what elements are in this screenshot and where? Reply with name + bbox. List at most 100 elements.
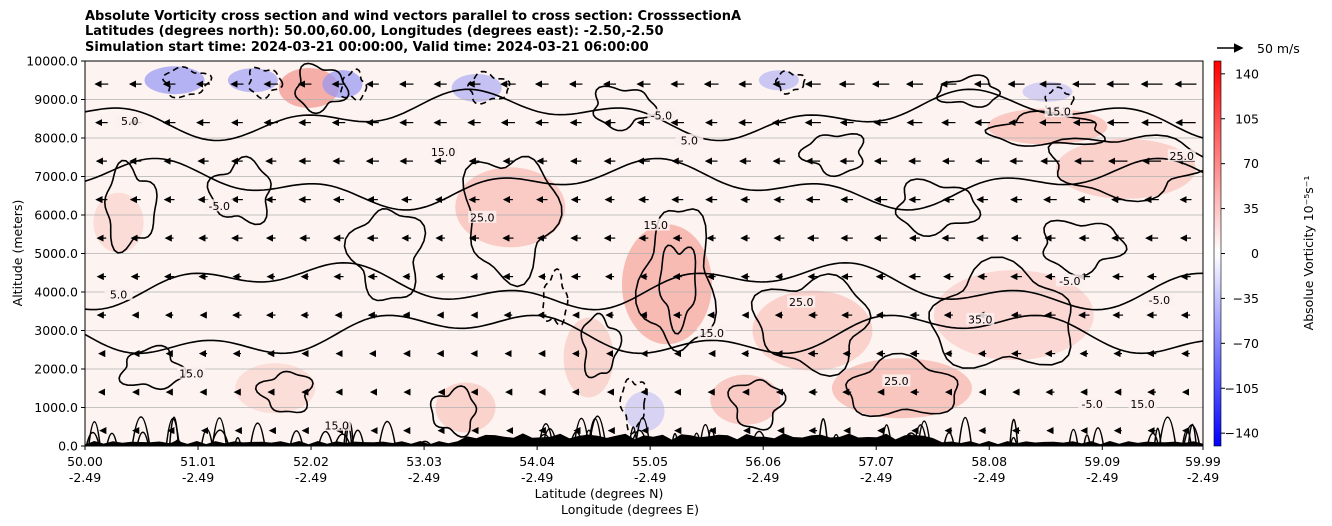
- colorbar-tick-label: 35: [1243, 201, 1259, 216]
- surface-contour: [1091, 427, 1105, 446]
- x-tick-label-lat: 58.08: [971, 454, 1007, 469]
- contour-positive: [294, 62, 350, 115]
- surface-contour: [1153, 427, 1162, 446]
- quiver-key: 50 m/s: [1217, 41, 1300, 56]
- title-line-1: Absolute Vorticity cross section and win…: [85, 9, 742, 24]
- contour-label: 35.0: [968, 313, 993, 326]
- x-axis-label-lon: Longitude (degrees E): [561, 502, 699, 517]
- y-tick-label: 10000.0: [26, 54, 78, 69]
- vorticity-blob: [144, 66, 205, 95]
- surface-contour: [1068, 428, 1079, 446]
- contour-label: -5.0: [651, 109, 672, 122]
- contour-label-bg: [115, 114, 144, 127]
- contour-negative: [339, 68, 368, 102]
- x-tick-label-lon: -2.49: [747, 470, 779, 485]
- contour-label-bg: [787, 295, 816, 308]
- x-tick-label-lon: -2.49: [634, 470, 666, 485]
- quiver-key-label: 50 m/s: [1257, 41, 1300, 56]
- vorticity-blob: [710, 374, 781, 425]
- colorbar-tick-label: 0: [1251, 246, 1259, 261]
- colorbar-tick-label: −105: [1225, 381, 1259, 396]
- contour-label: 15.0: [644, 219, 669, 232]
- terrain: [85, 433, 1203, 446]
- vorticity-blob: [278, 67, 339, 108]
- vorticity-blob: [1055, 138, 1196, 199]
- contour-label-bg: [322, 418, 351, 431]
- contour-label-bg: [205, 199, 234, 212]
- contour-label-bg: [647, 108, 676, 121]
- colorbar-tick-label: −70: [1233, 336, 1259, 351]
- contour-line: [85, 261, 1203, 311]
- contour-label: 25.0: [1169, 150, 1194, 163]
- y-tick-label: 8000.0: [34, 131, 78, 146]
- surface-contour: [211, 417, 228, 446]
- contour-negative: [619, 377, 647, 435]
- y-tick-label: 4000.0: [34, 285, 78, 300]
- x-tick-label-lon: -2.49: [408, 470, 440, 485]
- surface-contour: [378, 421, 397, 446]
- vorticity-blob: [1022, 81, 1073, 102]
- contour-label: 25.0: [789, 296, 814, 309]
- x-tick-label-lon: -2.49: [860, 470, 892, 485]
- x-tick-label-lat: 57.07: [858, 454, 894, 469]
- contour-positive: [727, 378, 787, 431]
- x-tick-label-lat: 50.00: [67, 454, 103, 469]
- y-tick-label: 7000.0: [34, 169, 78, 184]
- surface-contour: [87, 421, 101, 446]
- contour-label: 15.0: [431, 146, 456, 159]
- x-axis: 50.00-2.4951.01-2.4952.02-2.4953.03-2.49…: [67, 446, 1221, 485]
- vorticity-blob: [621, 224, 712, 345]
- y-tick-label: 5000.0: [34, 246, 78, 261]
- vorticity-blob: [758, 70, 799, 91]
- contour-positive: [935, 74, 1002, 108]
- y-tick-label: 2000.0: [34, 362, 78, 377]
- x-tick-label-lon: -2.49: [295, 470, 327, 485]
- contour-positive: [845, 352, 959, 418]
- contour-positive: [894, 178, 982, 238]
- y-axis-label: Altitude (meters): [10, 200, 25, 307]
- x-tick-label-lat: 55.05: [632, 454, 668, 469]
- contour-label: 5.0: [110, 288, 128, 301]
- x-tick-label-lat: 53.03: [406, 454, 442, 469]
- contour-label: 5.0: [681, 134, 699, 147]
- surface-contour: [289, 430, 304, 446]
- contour-label-bg: [1145, 293, 1174, 306]
- colorbar-tick-label: 70: [1243, 156, 1259, 171]
- contour-positive: [118, 344, 188, 391]
- x-tick-label-lon: -2.49: [1086, 470, 1118, 485]
- colorbar-ticks: 140 105 70 35 0 −35 −70 −105 −140: [1221, 66, 1259, 441]
- surface-contour: [1187, 423, 1198, 446]
- contour-label: 25.0: [470, 211, 495, 224]
- surface-contour: [131, 416, 151, 446]
- colorbar-label: Absolue Vorticity 10⁻⁵s⁻¹: [1301, 176, 1316, 331]
- contour-label-bg: [641, 218, 670, 231]
- contour-label-bg: [468, 210, 497, 223]
- contour-label-bg: [1167, 149, 1196, 162]
- vorticity-blob: [235, 363, 316, 414]
- contour-label-bg: [1128, 397, 1157, 410]
- contour-label-bg: [1055, 274, 1084, 287]
- contour-positive: [206, 155, 272, 226]
- y-tick-label: 9000.0: [34, 92, 78, 107]
- vorticity-blob: [93, 192, 144, 253]
- wind-vectors: [94, 80, 1197, 435]
- colorbar-bar: [1213, 60, 1222, 447]
- contour-label-bg: [177, 366, 206, 379]
- y-tick-label: 3000.0: [34, 323, 78, 338]
- contour-positive: [254, 370, 314, 414]
- x-axis-label-lat: Latitude (degrees N): [535, 486, 664, 501]
- x-tick-label-lat: 51.01: [180, 454, 216, 469]
- contour-label-bg: [1044, 104, 1073, 117]
- contour-label: 15.0: [1046, 105, 1071, 118]
- title-line-2: Latitudes (degrees north): 50.00,60.00, …: [85, 24, 664, 39]
- surface-contour: [958, 417, 973, 446]
- surface-contour: [85, 431, 101, 446]
- contour-label: 15.0: [325, 419, 350, 432]
- surface-contour: [1158, 416, 1177, 446]
- contour-label-bg: [429, 145, 458, 158]
- vorticity-blob: [563, 317, 614, 398]
- contour-label: 25.0: [884, 375, 909, 388]
- surface-contour: [1009, 419, 1019, 446]
- x-tick-label-lon: -2.49: [1187, 470, 1219, 485]
- vorticity-blob: [455, 167, 566, 248]
